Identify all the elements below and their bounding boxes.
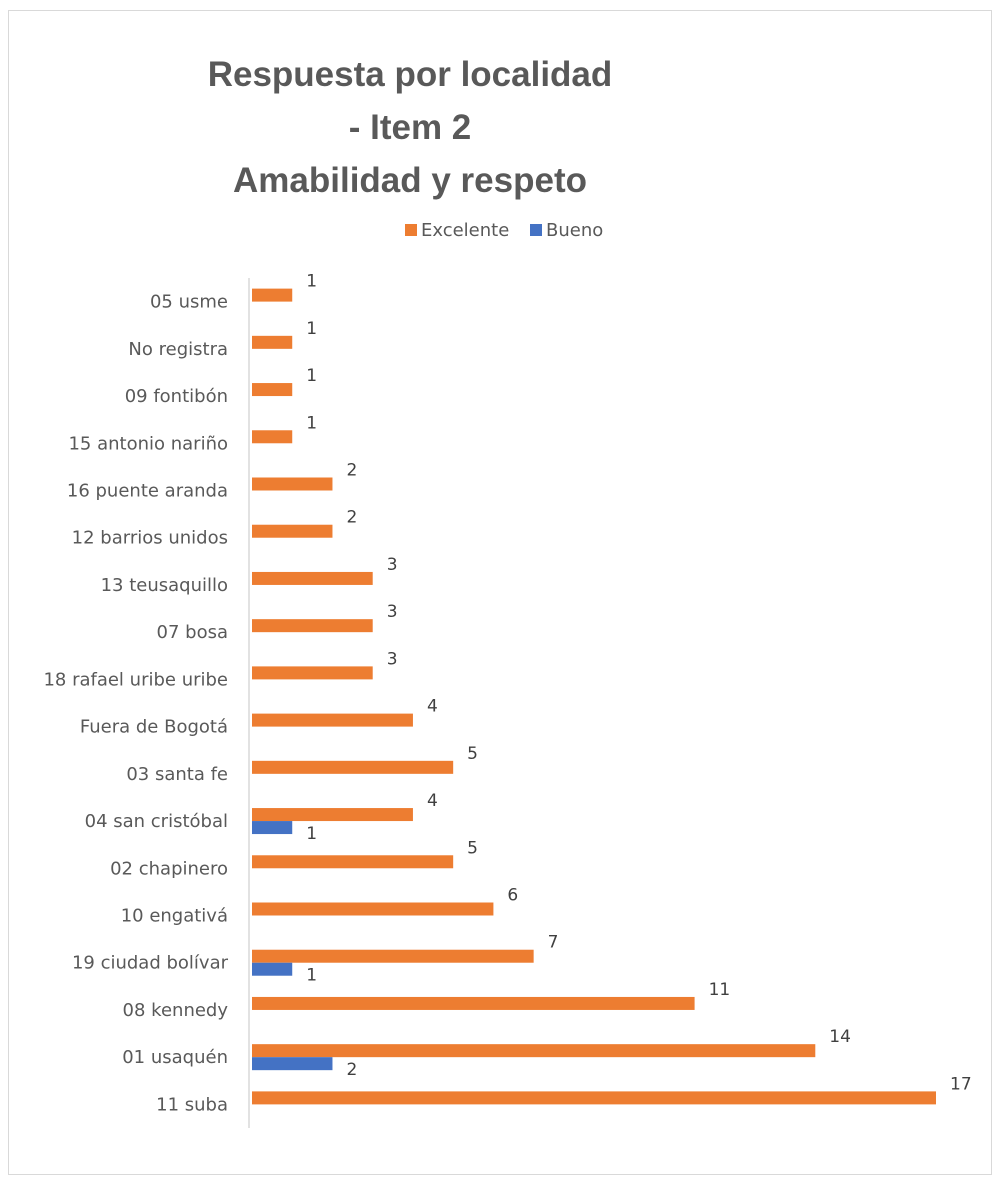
tick-label-05-usme: 05 usme [150, 292, 228, 313]
bar-excelente-04-san-cristobal [252, 808, 413, 822]
chart-title-line-3: Amabilidad y respeto [233, 161, 587, 200]
chart-title-line-1: Respuesta por localidad [207, 55, 613, 94]
bar-excelente-11-suba [252, 1091, 936, 1105]
bar-excelente-12-barrios-unidos [252, 524, 333, 538]
data-label-excelente-12-barrios-unidos: 2 [346, 508, 357, 528]
data-label-excelente-19-ciudad-bolivar: 7 [548, 933, 559, 953]
bar-excelente-18-rafael-uribe-uribe [252, 666, 373, 680]
data-label-excelente-04-san-cristobal: 4 [427, 791, 438, 811]
data-label-excelente-16-puente-aranda: 2 [346, 461, 357, 481]
data-label-excelente-08-kennedy: 11 [709, 980, 731, 1000]
data-label-excelente-01-usaquen: 14 [829, 1027, 851, 1047]
bar-bueno-19-ciudad-bolivar [252, 962, 293, 976]
tick-label-01-usaquen: 01 usaquén [122, 1047, 228, 1068]
data-label-excelente-15-antonio-narino: 1 [306, 413, 317, 433]
bar-excelente-02-chapinero [252, 855, 454, 869]
tick-label-fuera-de-bogota: Fuera de Bogotá [80, 717, 228, 738]
tick-label-09-fontibon: 09 fontibón [125, 386, 228, 407]
bar-excelente-no-registra [252, 335, 293, 349]
bar-excelente-19-ciudad-bolivar [252, 949, 534, 963]
tick-label-04-san-cristobal: 04 san cristóbal [85, 811, 228, 832]
data-label-excelente-no-registra: 1 [306, 319, 317, 339]
tick-label-19-ciudad-bolivar: 19 ciudad bolívar [72, 953, 229, 974]
tick-label-03-santa-fe: 03 santa fe [126, 764, 228, 785]
bar-excelente-08-kennedy [252, 996, 695, 1010]
data-label-excelente-11-suba: 17 [950, 1074, 972, 1094]
bar-excelente-16-puente-aranda [252, 477, 333, 491]
bar-excelente-05-usme [252, 288, 293, 302]
bar-excelente-fuera-de-bogota [252, 713, 413, 727]
bar-excelente-07-bosa [252, 619, 373, 633]
data-label-excelente-13-teusaquillo: 3 [387, 555, 398, 575]
tick-label-02-chapinero: 02 chapinero [110, 858, 228, 879]
tick-label-10-engativa: 10 engativá [121, 906, 228, 927]
data-label-excelente-07-bosa: 3 [387, 602, 398, 622]
data-label-excelente-09-fontibon: 1 [306, 366, 317, 386]
tick-label-08-kennedy: 08 kennedy [123, 1000, 229, 1021]
chart-title: Respuesta por localidad - Item 2 Amabili… [150, 48, 670, 207]
data-label-excelente-05-usme: 1 [306, 272, 317, 292]
bar-bueno-04-san-cristobal [252, 821, 293, 835]
data-label-bueno-04-san-cristobal: 1 [306, 824, 317, 844]
legend-label-bueno: Bueno [546, 220, 603, 241]
bar-excelente-09-fontibon [252, 383, 293, 397]
data-label-bueno-01-usaquen: 2 [346, 1060, 357, 1080]
legend-swatch-excelente [405, 224, 417, 236]
tick-label-07-bosa: 07 bosa [157, 622, 228, 643]
legend-swatch-bueno [530, 224, 542, 236]
bar-excelente-01-usaquen [252, 1044, 816, 1058]
bar-excelente-15-antonio-narino [252, 430, 293, 444]
tick-label-15-antonio-narino: 15 antonio nariño [68, 433, 228, 454]
data-label-excelente-fuera-de-bogota: 4 [427, 697, 438, 717]
data-label-excelente-18-rafael-uribe-uribe: 3 [387, 649, 398, 669]
legend-label-excelente: Excelente [421, 220, 509, 241]
chart-frame [8, 10, 992, 1175]
data-label-excelente-02-chapinero: 5 [467, 838, 478, 858]
legend: Excelente Bueno [405, 220, 603, 241]
data-label-excelente-10-engativa: 6 [507, 886, 518, 906]
data-label-excelente-03-santa-fe: 5 [467, 744, 478, 764]
chart-title-line-2: - Item 2 [348, 108, 472, 147]
bar-excelente-13-teusaquillo [252, 571, 373, 585]
tick-label-16-puente-aranda: 16 puente aranda [67, 481, 228, 502]
data-label-bueno-19-ciudad-bolivar: 1 [306, 966, 317, 986]
tick-label-no-registra: No registra [128, 339, 228, 360]
tick-label-18-rafael-uribe-uribe: 18 rafael uribe uribe [43, 669, 228, 690]
tick-label-12-barrios-unidos: 12 barrios unidos [72, 528, 228, 549]
tick-label-11-suba: 11 suba [156, 1094, 228, 1115]
bar-excelente-03-santa-fe [252, 760, 454, 774]
bar-excelente-10-engativa [252, 902, 494, 916]
bar-bueno-01-usaquen [252, 1057, 333, 1071]
tick-label-13-teusaquillo: 13 teusaquillo [101, 575, 228, 596]
